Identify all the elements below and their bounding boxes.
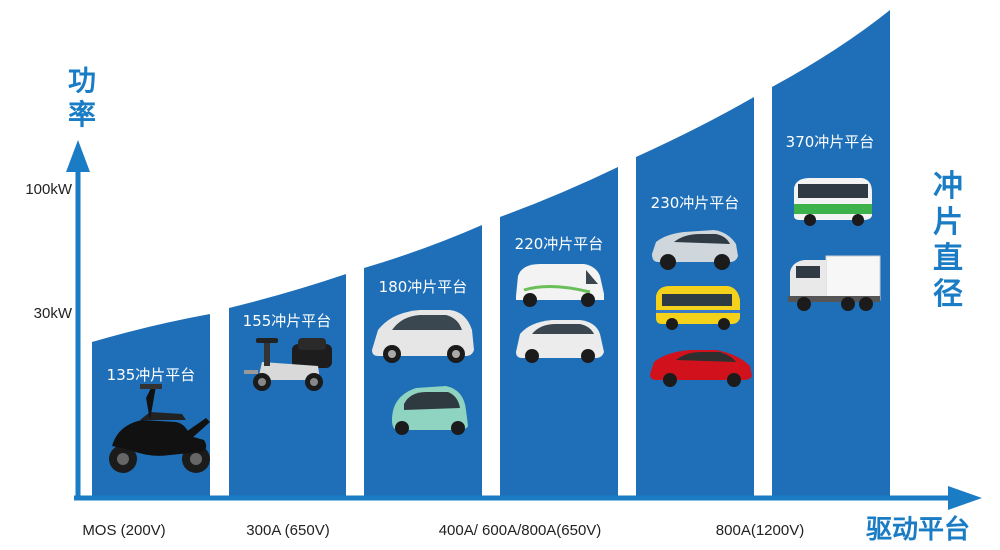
- right-title-char-1: 冲: [933, 169, 963, 204]
- platform-bar-370: [772, 10, 890, 497]
- school-bus-icon: [656, 286, 740, 330]
- sedan-car-icon: [652, 230, 738, 270]
- platform-label-155: 155冲片平台: [243, 312, 332, 330]
- delivery-van-icon: [516, 264, 604, 307]
- mobility-scooter-icon: [244, 338, 332, 391]
- platform-bar-155: [229, 274, 346, 497]
- city-bus-icon: [794, 178, 872, 226]
- x-tick-400a: 400A/ 600A/800A(650V): [439, 522, 602, 539]
- y-tick-30kw: 30kW: [34, 305, 73, 322]
- x-axis-title: 驱动平台: [866, 514, 970, 545]
- box-truck-icon: [788, 255, 881, 311]
- micro-ev-icon: [392, 386, 468, 435]
- scooter-icon: [109, 384, 210, 473]
- x-tick-mos: MOS (200V): [82, 522, 165, 539]
- red-sedan-icon: [650, 350, 752, 387]
- small-car-icon: [516, 320, 604, 363]
- platform-label-230: 230冲片平台: [651, 194, 740, 212]
- y-axis-title-char-1: 功: [68, 64, 96, 97]
- y-axis-arrowhead: [66, 140, 90, 172]
- platform-label-135: 135冲片平台: [107, 366, 196, 384]
- platform-label-220: 220冲片平台: [515, 235, 604, 253]
- y-tick-100kw: 100kW: [25, 181, 73, 198]
- platform-bar-180: [364, 225, 482, 497]
- right-title-char-2: 片: [933, 205, 963, 240]
- x-tick-300a: 300A (650V): [246, 522, 329, 539]
- right-title-char-3: 直: [933, 241, 963, 276]
- right-title-char-4: 径: [933, 277, 963, 312]
- platform-label-370: 370冲片平台: [786, 133, 875, 151]
- hatchback-car-icon: [372, 310, 474, 363]
- platform-bars: [92, 10, 890, 497]
- x-tick-800a: 800A(1200V): [716, 522, 804, 539]
- y-axis-title-char-2: 率: [68, 98, 96, 131]
- x-axis-arrowhead: [948, 486, 982, 510]
- platform-label-180: 180冲片平台: [379, 278, 468, 296]
